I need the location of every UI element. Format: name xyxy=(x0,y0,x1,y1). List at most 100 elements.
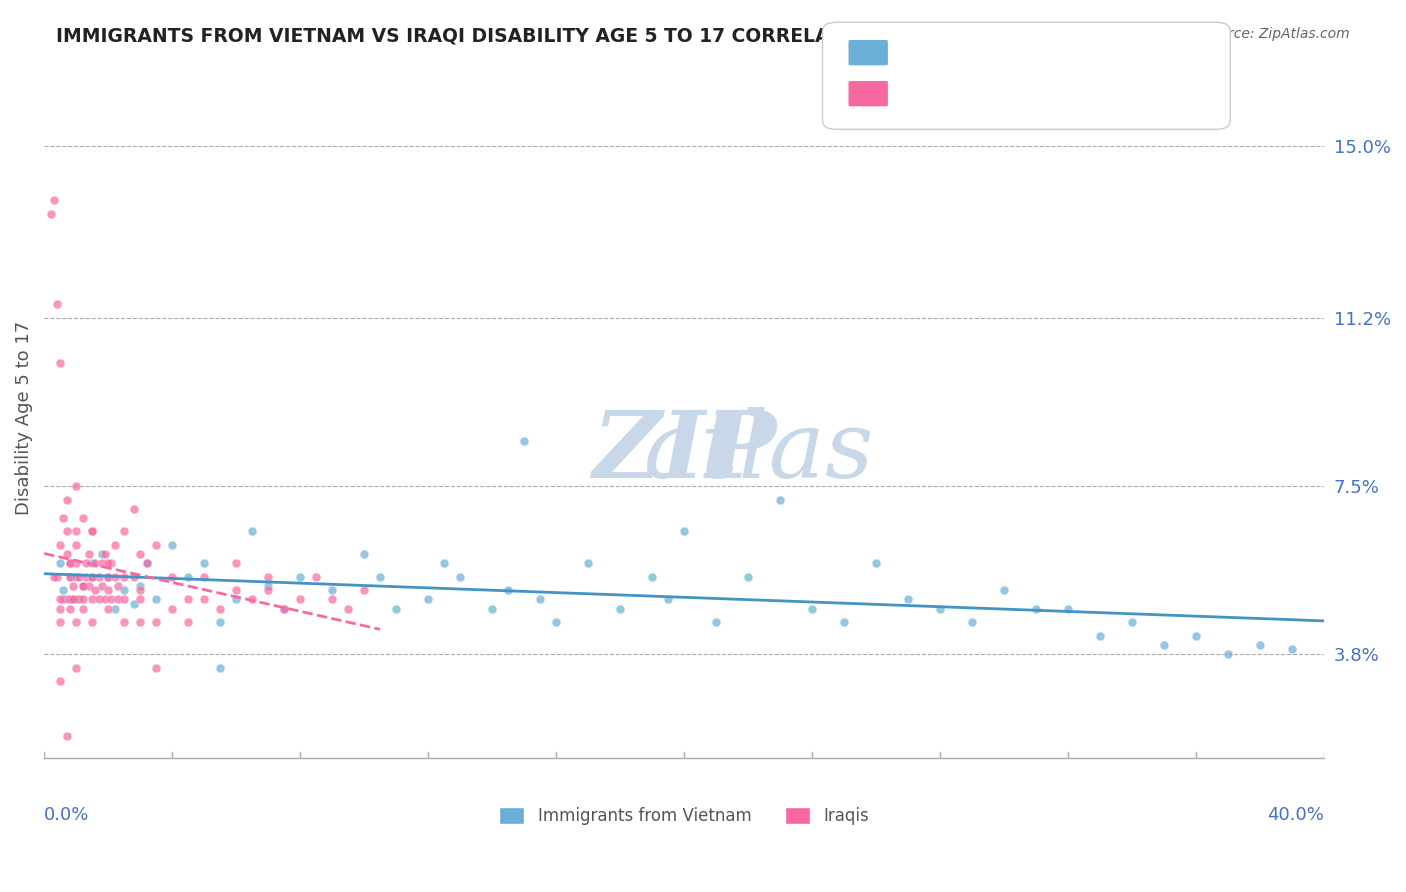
Point xyxy=(832,615,855,629)
Point xyxy=(129,592,152,607)
Point xyxy=(673,524,696,539)
Text: atlas: atlas xyxy=(495,407,875,497)
Point xyxy=(337,601,360,615)
Point xyxy=(321,592,343,607)
Text: 0.0%: 0.0% xyxy=(44,806,90,824)
Point xyxy=(59,556,82,570)
Text: R = -0.226   N =   61: R = -0.226 N = 61 xyxy=(900,45,1102,60)
Point xyxy=(82,524,104,539)
Point xyxy=(107,579,129,593)
Point xyxy=(42,193,65,207)
Point xyxy=(416,592,439,607)
Point xyxy=(55,492,77,507)
Point xyxy=(449,570,471,584)
Point xyxy=(801,601,824,615)
Point xyxy=(77,579,100,593)
Point xyxy=(288,570,311,584)
Point xyxy=(257,570,280,584)
Point xyxy=(160,538,183,552)
Point xyxy=(49,592,72,607)
Point xyxy=(225,556,247,570)
Point xyxy=(65,524,87,539)
Text: IMMIGRANTS FROM VIETNAM VS IRAQI DISABILITY AGE 5 TO 17 CORRELATION CHART: IMMIGRANTS FROM VIETNAM VS IRAQI DISABIL… xyxy=(56,27,956,45)
Point xyxy=(135,556,157,570)
Point xyxy=(97,583,120,598)
Point xyxy=(529,592,551,607)
Point xyxy=(97,556,120,570)
Point xyxy=(82,524,104,539)
Point xyxy=(100,556,122,570)
Point xyxy=(273,601,295,615)
Point xyxy=(103,570,125,584)
Point xyxy=(59,592,82,607)
Point xyxy=(481,601,503,615)
Point xyxy=(1088,629,1111,643)
Point xyxy=(49,601,72,615)
Point xyxy=(993,583,1015,598)
Point xyxy=(273,601,295,615)
Point xyxy=(62,592,84,607)
Y-axis label: Disability Age 5 to 17: Disability Age 5 to 17 xyxy=(15,321,32,515)
Point xyxy=(112,615,135,629)
Point xyxy=(84,556,107,570)
Point xyxy=(129,583,152,598)
Point xyxy=(82,556,104,570)
Point xyxy=(65,570,87,584)
Point xyxy=(94,592,117,607)
Point xyxy=(94,547,117,561)
Point xyxy=(546,615,568,629)
Point xyxy=(72,579,94,593)
Point xyxy=(496,583,519,598)
Point xyxy=(135,556,157,570)
Point xyxy=(193,570,215,584)
Point xyxy=(59,556,82,570)
Point xyxy=(52,583,75,598)
Point xyxy=(257,583,280,598)
Point xyxy=(1153,638,1175,652)
Point xyxy=(385,601,408,615)
Point xyxy=(209,660,232,674)
Point xyxy=(97,570,120,584)
Point xyxy=(160,601,183,615)
Point xyxy=(122,597,145,611)
Point xyxy=(55,524,77,539)
Point xyxy=(225,583,247,598)
Point xyxy=(641,570,664,584)
Point xyxy=(65,556,87,570)
Point xyxy=(59,570,82,584)
Point xyxy=(353,583,375,598)
Point xyxy=(145,538,167,552)
Point xyxy=(82,570,104,584)
Point xyxy=(62,592,84,607)
Text: ZIP: ZIP xyxy=(592,407,776,497)
Point xyxy=(225,592,247,607)
Point xyxy=(49,615,72,629)
Point xyxy=(100,592,122,607)
Point xyxy=(39,206,62,220)
Point xyxy=(122,570,145,584)
Point xyxy=(72,579,94,593)
Point xyxy=(112,524,135,539)
Point xyxy=(65,538,87,552)
Text: R = -0.037   N = 100: R = -0.037 N = 100 xyxy=(900,87,1092,101)
Point xyxy=(90,579,112,593)
Point xyxy=(72,510,94,524)
Point xyxy=(75,556,97,570)
Point xyxy=(1121,615,1143,629)
Point xyxy=(55,729,77,743)
Point xyxy=(77,547,100,561)
Point xyxy=(769,492,792,507)
Point xyxy=(72,579,94,593)
Point xyxy=(82,570,104,584)
Point xyxy=(42,570,65,584)
Point xyxy=(82,615,104,629)
Point xyxy=(177,615,200,629)
Point xyxy=(103,601,125,615)
Point xyxy=(433,556,456,570)
Legend: Immigrants from Vietnam, Iraqis: Immigrants from Vietnam, Iraqis xyxy=(492,800,876,831)
Point xyxy=(576,556,599,570)
Point xyxy=(513,434,536,448)
Point xyxy=(897,592,920,607)
Point xyxy=(97,601,120,615)
Point xyxy=(305,570,328,584)
